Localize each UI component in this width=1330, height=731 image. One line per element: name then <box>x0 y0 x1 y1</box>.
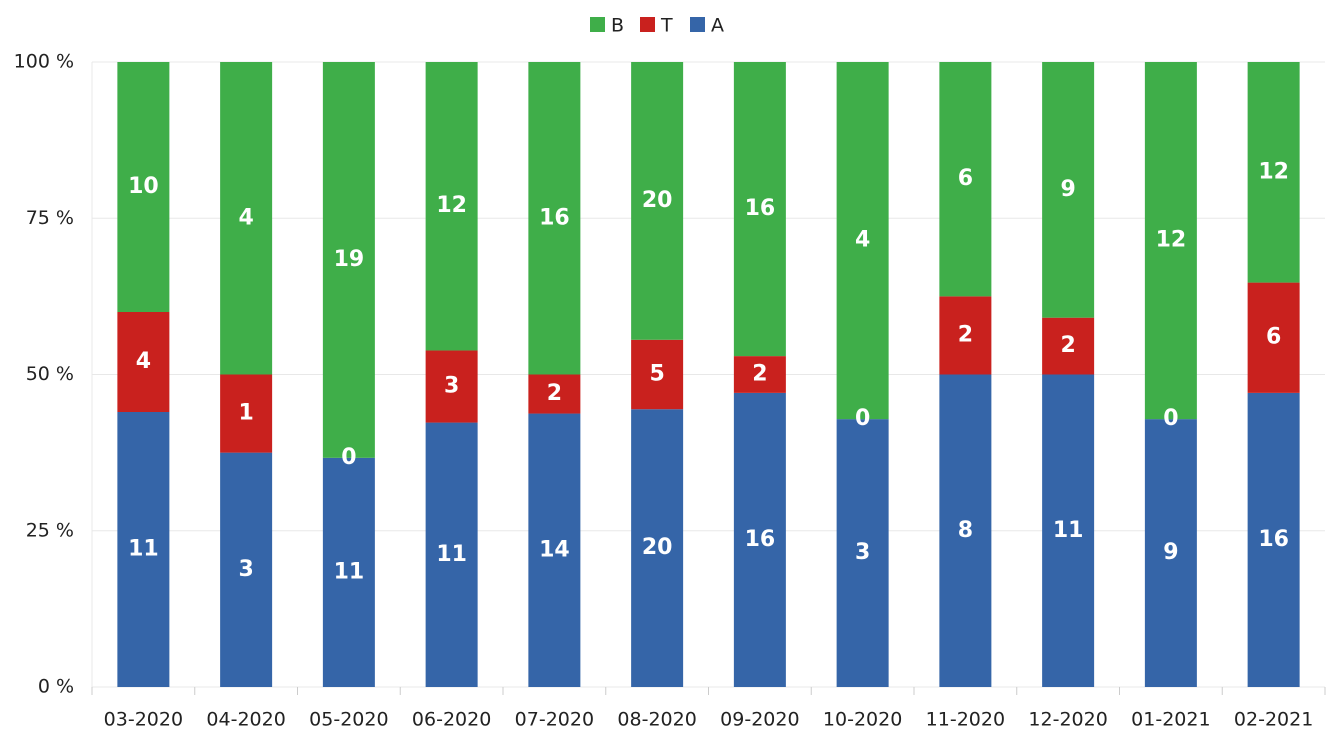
bar-segment <box>1144 419 1197 687</box>
x-tick-label: 05-2020 <box>309 709 388 731</box>
data-label: 20 <box>642 535 673 560</box>
data-label: 2 <box>547 381 562 406</box>
legend-label: T <box>660 15 673 37</box>
data-label: 12 <box>1258 159 1289 184</box>
data-label: 3 <box>238 557 253 582</box>
legend-swatch <box>640 17 655 32</box>
data-label: 0 <box>1163 406 1178 431</box>
data-label: 2 <box>752 362 767 387</box>
bar-segment <box>528 62 581 375</box>
legend-swatch <box>590 17 605 32</box>
data-label: 4 <box>855 228 870 253</box>
legend-label: B <box>611 15 624 37</box>
bar-segment <box>1042 317 1095 375</box>
y-tick-label: 0 % <box>38 676 74 698</box>
data-label: 11 <box>1053 518 1084 543</box>
bar-segment <box>220 374 273 453</box>
data-label: 12 <box>436 193 467 218</box>
x-tick-label: 06-2020 <box>412 709 491 731</box>
bar-segment <box>220 62 273 375</box>
bar-segment <box>631 409 684 687</box>
data-label: 1 <box>238 401 253 426</box>
legend-swatch <box>690 17 705 32</box>
bar-segment <box>322 62 375 458</box>
y-tick-label: 100 % <box>14 51 74 73</box>
bar-segment <box>631 62 684 340</box>
bar-segment <box>1144 62 1197 420</box>
x-tick-label: 03-2020 <box>104 709 183 731</box>
data-label: 16 <box>539 205 570 230</box>
data-label: 19 <box>334 247 365 272</box>
data-label: 2 <box>958 322 973 347</box>
bar-segment <box>1247 282 1300 393</box>
data-label: 10 <box>128 174 159 199</box>
bar-segment <box>733 356 786 393</box>
bar-segment <box>631 339 684 410</box>
bar-segment <box>939 62 992 297</box>
x-tick-label: 09-2020 <box>720 709 799 731</box>
data-label: 4 <box>238 205 253 230</box>
bar-segment <box>117 62 170 312</box>
bar-segment <box>733 62 786 357</box>
data-label: 16 <box>745 196 776 221</box>
data-label: 9 <box>1163 540 1178 565</box>
bar-segment <box>1042 62 1095 318</box>
y-tick-label: 50 % <box>26 363 74 385</box>
data-label: 2 <box>1060 333 1075 358</box>
bar-segment <box>528 374 581 414</box>
data-label: 20 <box>642 188 673 213</box>
data-label: 3 <box>855 540 870 565</box>
bar-segment <box>220 452 273 687</box>
data-label: 16 <box>745 527 776 552</box>
bar-segment <box>1042 374 1095 687</box>
bar-segment <box>528 413 581 687</box>
bar-segment <box>425 422 478 687</box>
bar-segment <box>939 296 992 375</box>
data-label: 3 <box>444 374 459 399</box>
bar-segment <box>117 312 170 412</box>
bar-segment <box>836 62 889 420</box>
bar-segment <box>117 412 170 687</box>
data-label: 12 <box>1156 228 1187 253</box>
data-label: 0 <box>855 406 870 431</box>
data-label: 14 <box>539 537 570 562</box>
x-tick-label: 11-2020 <box>926 709 1005 731</box>
x-tick-label: 01-2021 <box>1131 709 1210 731</box>
data-label: 6 <box>1266 325 1281 350</box>
y-tick-label: 25 % <box>26 519 74 541</box>
bar-segment <box>425 62 478 351</box>
x-tick-label: 07-2020 <box>515 709 594 731</box>
data-label: 11 <box>128 537 159 562</box>
x-tick-label: 12-2020 <box>1028 709 1107 731</box>
x-tick-label: 02-2021 <box>1234 709 1313 731</box>
bar-segment <box>322 457 375 687</box>
bar-segment <box>1247 62 1300 283</box>
bar-segment <box>836 419 889 687</box>
data-label: 9 <box>1060 177 1075 202</box>
x-tick-label: 10-2020 <box>823 709 902 731</box>
data-label: 4 <box>136 349 151 374</box>
y-tick-label: 75 % <box>26 207 74 229</box>
data-label: 0 <box>341 445 356 470</box>
x-tick-label: 08-2020 <box>617 709 696 731</box>
bar-segment <box>939 374 992 687</box>
data-label: 11 <box>436 542 467 567</box>
data-label: 16 <box>1258 527 1289 552</box>
bar-segment <box>1247 392 1300 687</box>
bar-segment <box>425 350 478 423</box>
data-label: 6 <box>958 166 973 191</box>
data-label: 11 <box>334 559 365 584</box>
bar-segment <box>733 392 786 687</box>
data-label: 5 <box>649 362 664 387</box>
legend-label: A <box>711 15 724 37</box>
x-tick-label: 04-2020 <box>206 709 285 731</box>
data-label: 8 <box>958 518 973 543</box>
